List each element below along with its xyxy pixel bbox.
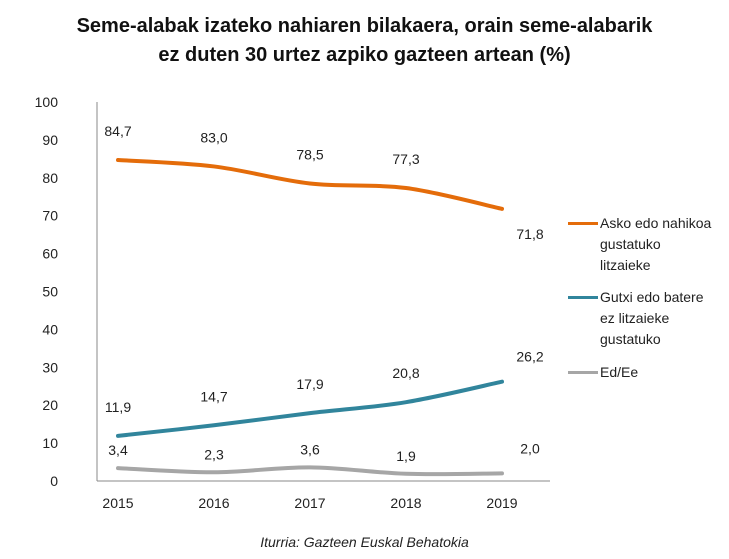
y-tick-label: 60 — [42, 246, 58, 262]
y-tick-label: 100 — [35, 94, 59, 110]
legend-label: Gutxi edo batere ez litzaieke gustatuko — [600, 287, 729, 350]
y-tick-label: 50 — [42, 284, 58, 300]
y-tick-label: 40 — [42, 321, 58, 337]
data-label: 20,8 — [392, 365, 419, 381]
title-line-2: ez duten 30 urtez azpiko gazteen artean … — [158, 44, 571, 66]
data-label: 77,3 — [392, 151, 419, 167]
data-label: 83,0 — [200, 129, 227, 145]
x-tick-label: 2019 — [486, 495, 517, 511]
legend-label-line: Asko edo nahikoa — [600, 215, 712, 231]
legend-label-line: gustatuko — [600, 331, 661, 347]
y-tick-label: 10 — [42, 435, 58, 451]
y-tick-label: 90 — [42, 132, 58, 148]
y-tick-label: 0 — [50, 473, 58, 489]
legend-label-line: Ed/Ee — [600, 364, 639, 380]
data-label: 26,2 — [516, 349, 543, 365]
title-line-1: Seme-alabak izateko nahiaren bilakaera, … — [76, 15, 653, 37]
data-label: 3,6 — [300, 441, 320, 457]
legend-label-line: gustatuko — [600, 236, 661, 252]
legend-swatch — [568, 371, 598, 374]
y-tick-label: 80 — [42, 170, 58, 186]
y-tick-label: 70 — [42, 208, 58, 224]
x-tick-label: 2016 — [198, 495, 229, 511]
legend-label: Ed/Ee — [600, 362, 729, 383]
y-tick-label: 30 — [42, 359, 58, 375]
source-note: Iturria: Gazteen Euskal Behatokia — [260, 534, 469, 550]
data-label: 84,7 — [104, 123, 131, 139]
data-label: 3,4 — [108, 442, 128, 458]
data-label: 2,0 — [520, 440, 540, 456]
data-label: 71,8 — [516, 226, 543, 242]
legend-swatch — [568, 296, 598, 299]
data-label: 2,3 — [204, 446, 224, 462]
data-label: 14,7 — [200, 388, 227, 404]
data-label: 17,9 — [296, 376, 323, 392]
y-tick-label: 20 — [42, 397, 58, 413]
legend-label-line: Gutxi edo batere — [600, 289, 704, 305]
data-label: 78,5 — [296, 146, 323, 162]
data-label: 11,9 — [105, 399, 131, 415]
x-tick-label: 2018 — [390, 495, 421, 511]
series-line-1 — [116, 157, 504, 211]
legend-label-line: ez litzaieke — [600, 310, 670, 326]
legend-label-line: litzaieke — [600, 257, 651, 273]
legend-label: Asko edo nahikoa gustatuko litzaieke — [600, 213, 729, 276]
x-tick-label: 2015 — [102, 495, 133, 511]
series-line-2 — [116, 379, 504, 438]
x-tick-label: 2017 — [294, 495, 325, 511]
series-line-3 — [116, 465, 504, 477]
chart-title: Seme-alabak izateko nahiaren bilakaera, … — [0, 12, 729, 70]
legend-swatch — [568, 222, 598, 225]
data-label: 1,9 — [396, 448, 416, 464]
